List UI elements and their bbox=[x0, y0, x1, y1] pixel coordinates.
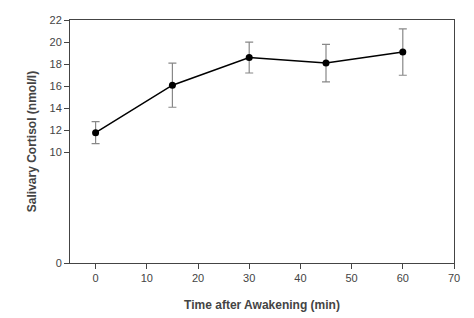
svg-text:18: 18 bbox=[50, 58, 62, 70]
svg-text:22: 22 bbox=[50, 14, 62, 26]
svg-text:10: 10 bbox=[141, 272, 153, 284]
svg-text:20: 20 bbox=[50, 36, 62, 48]
svg-text:40: 40 bbox=[294, 272, 306, 284]
svg-text:30: 30 bbox=[243, 272, 255, 284]
svg-text:0: 0 bbox=[56, 257, 62, 269]
svg-text:60: 60 bbox=[397, 272, 409, 284]
svg-text:14: 14 bbox=[50, 102, 62, 114]
svg-text:Salivary Cortisol (nmol/l): Salivary Cortisol (nmol/l) bbox=[25, 71, 39, 212]
svg-text:0: 0 bbox=[93, 272, 99, 284]
svg-text:12: 12 bbox=[50, 124, 62, 136]
svg-text:10: 10 bbox=[50, 146, 62, 158]
svg-text:16: 16 bbox=[50, 80, 62, 92]
svg-text:20: 20 bbox=[192, 272, 204, 284]
svg-text:70: 70 bbox=[448, 272, 460, 284]
svg-text:50: 50 bbox=[345, 272, 357, 284]
svg-text:Time after Awakening (min): Time after Awakening (min) bbox=[184, 298, 340, 312]
